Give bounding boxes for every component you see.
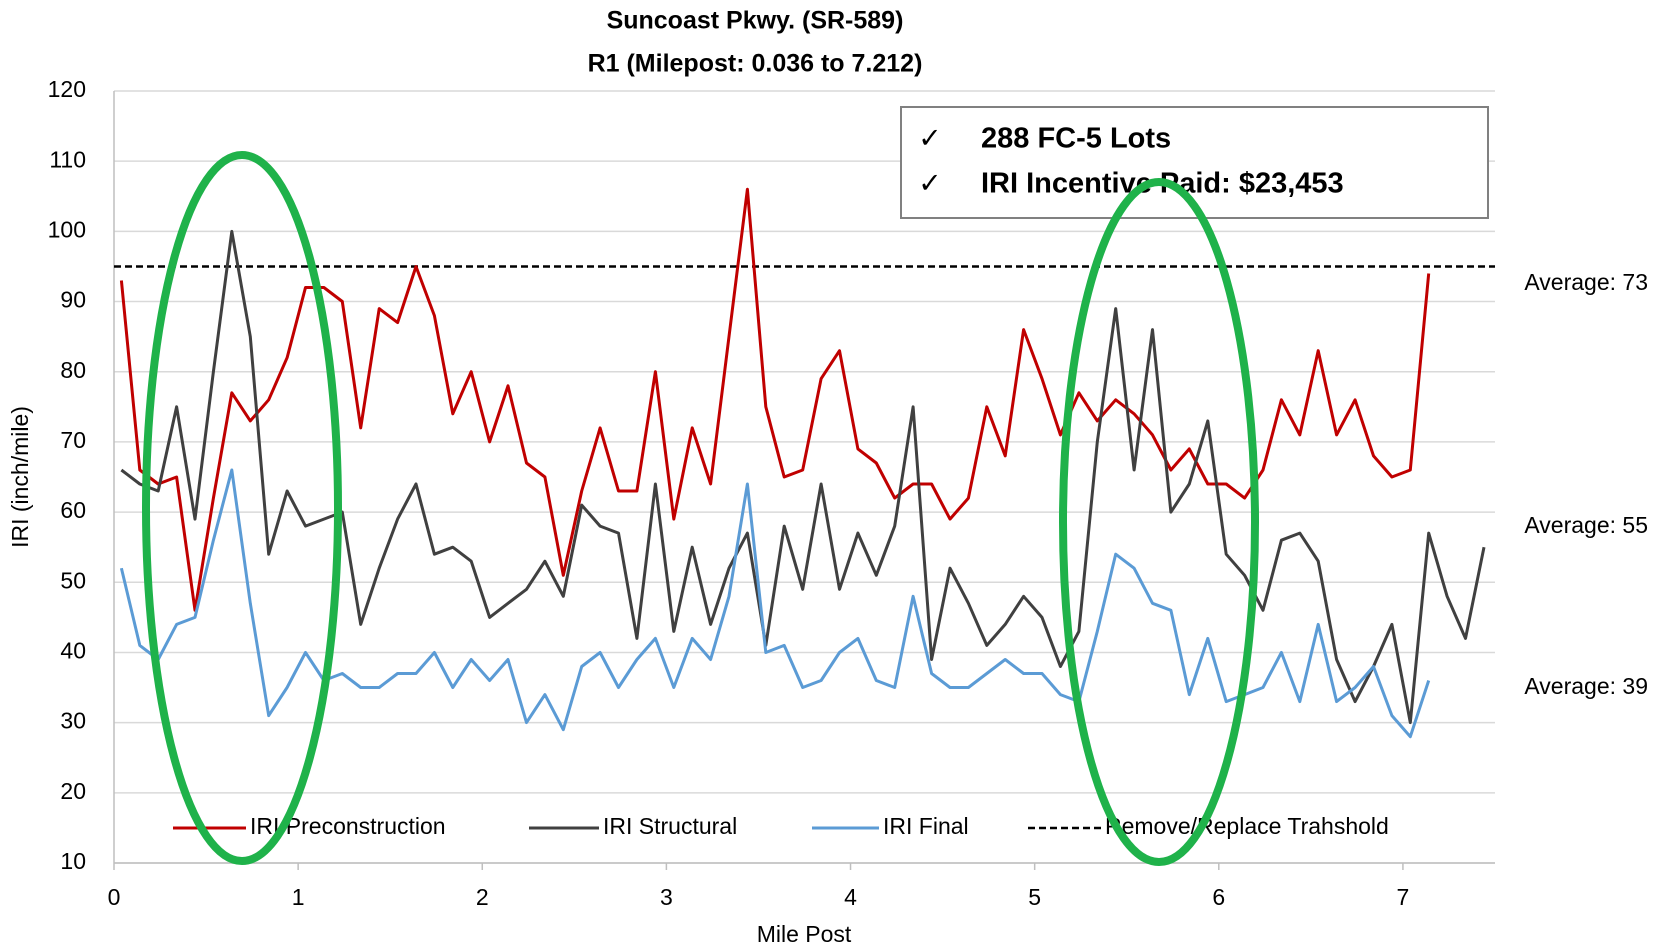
y-tick-label: 60: [60, 497, 86, 523]
y-tick-label: 40: [60, 638, 86, 664]
check: ✓: [918, 122, 941, 153]
x-tick-label: 4: [844, 884, 857, 910]
legend-label: IRI Final: [883, 813, 969, 839]
series-line: [120, 229, 1486, 725]
y-tick-label: 120: [48, 76, 86, 102]
legend-label: Remove/Replace Trahshold: [1105, 813, 1389, 839]
y-axis-title: IRI (inch/mile): [7, 406, 33, 548]
average-label: Average: 73: [1524, 269, 1648, 295]
y-tick-label: 80: [60, 357, 86, 383]
series-line: [119, 187, 1431, 612]
highlight-ellipse: [142, 151, 342, 865]
x-tick-label: 0: [108, 884, 121, 910]
y-tick-label: 20: [60, 778, 86, 804]
chart-subtitle: R1 (Milepost: 0.036 to 7.212): [588, 50, 923, 78]
y-tick-label: 10: [60, 848, 86, 874]
x-tick-label: 5: [1028, 884, 1041, 910]
x-tick-label: 1: [292, 884, 305, 910]
y-tick-label: 30: [60, 708, 86, 734]
x-tick-label: 2: [476, 884, 489, 910]
y-tick-label: 50: [60, 567, 86, 593]
x-tick-label: 7: [1397, 884, 1410, 910]
y-tick-label: 100: [48, 216, 86, 242]
average-label: Average: 55: [1524, 512, 1648, 538]
y-tick-label: 70: [60, 427, 86, 453]
highlight-ellipse: [1059, 178, 1259, 866]
y-tick-label: 110: [49, 146, 86, 172]
info-box: [900, 106, 1489, 219]
x-axis-title: Mile Post: [757, 921, 852, 946]
chart-title: Suncoast Pkwy. (SR-589): [607, 7, 904, 35]
x-tick-label: 3: [660, 884, 673, 910]
average-label: Average: 39: [1524, 673, 1648, 699]
x-tick-label: 6: [1212, 884, 1225, 910]
series-line: [119, 468, 1431, 739]
info-text: 288 FC-5 Lots: [981, 123, 1171, 155]
legend-label: IRI Structural: [603, 813, 737, 839]
y-tick-label: 90: [60, 287, 86, 313]
check: ✓: [918, 167, 941, 198]
